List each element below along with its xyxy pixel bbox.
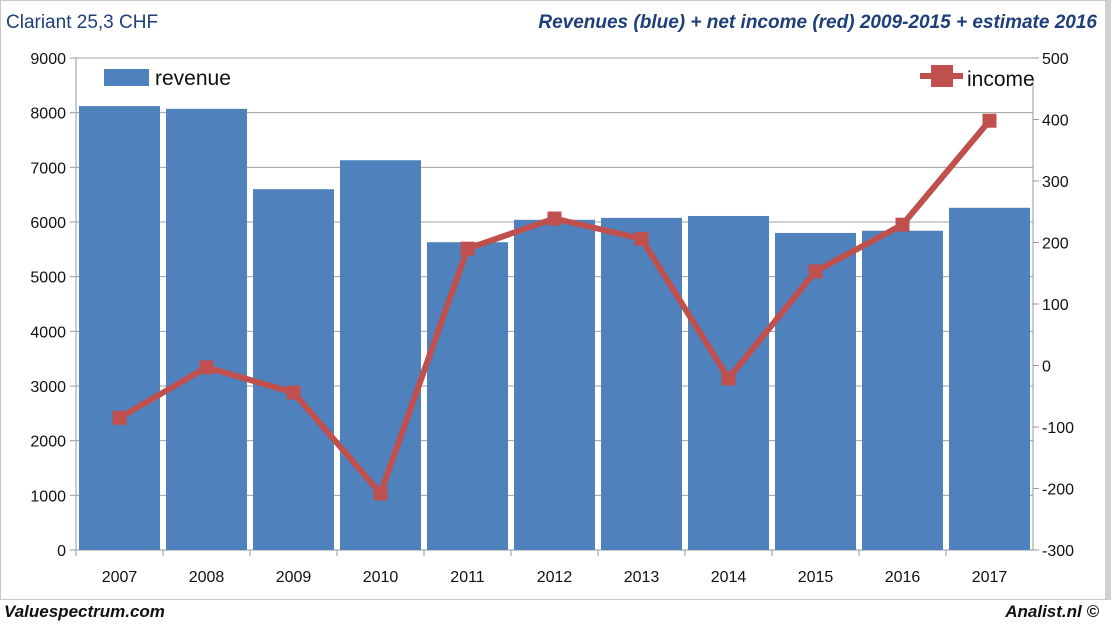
left-axis-tick-label: 2000: [30, 434, 66, 451]
chart-title-right: Revenues (blue) + net income (red) 2009-…: [538, 12, 1097, 33]
left-axis-tick-label: 4000: [30, 324, 66, 341]
revenue-bar-2013: [601, 217, 682, 550]
x-axis-tick-label: 2017: [972, 569, 1008, 586]
footer-source-right: Analist.nl ©: [1005, 602, 1099, 621]
legend-revenue-swatch: [104, 69, 149, 86]
legend-revenue-label: revenue: [155, 67, 231, 90]
revenue-bar-2012: [514, 219, 595, 550]
revenue-bar-2011: [427, 242, 508, 550]
chart-svg: 0100020003000400050006000700080009000-30…: [30, 51, 1074, 586]
revenue-bar-2016: [862, 230, 943, 550]
right-axis-tick-label: -200: [1042, 482, 1074, 499]
left-axis-tick-label: 5000: [30, 270, 66, 287]
left-axis-tick-label: 8000: [30, 106, 66, 123]
revenue-bar-2009: [253, 189, 334, 550]
revenue-bar-2017: [949, 207, 1030, 550]
income-marker-2011: [460, 241, 475, 256]
income-marker-2015: [808, 264, 823, 279]
income-marker-2009: [286, 385, 301, 400]
footer-source-left: Valuespectrum.com: [4, 602, 165, 621]
chart-title-left: Clariant 25,3 CHF: [6, 12, 159, 33]
legend-income-label: income: [967, 68, 1035, 91]
x-axis-tick-label: 2012: [537, 569, 573, 586]
x-axis-tick-label: 2007: [102, 569, 138, 586]
left-axis-tick-label: 9000: [30, 51, 66, 68]
income-marker-2007: [112, 410, 127, 425]
x-axis-tick-label: 2010: [363, 569, 399, 586]
chart-frame: [0, 0, 1111, 600]
left-axis-tick-label: 3000: [30, 379, 66, 396]
x-axis-tick-label: 2016: [885, 569, 921, 586]
income-marker-2010: [373, 486, 388, 501]
x-axis-tick-label: 2009: [276, 569, 312, 586]
income-marker-2016: [895, 217, 910, 232]
right-axis-tick-label: 500: [1042, 51, 1069, 68]
left-axis-tick-label: 1000: [30, 488, 66, 505]
right-axis-tick-label: 200: [1042, 236, 1069, 253]
income-marker-2013: [634, 231, 649, 246]
income-marker-2014: [721, 371, 736, 386]
revenue-bar-2007: [79, 106, 160, 551]
x-axis-tick-label: 2015: [798, 569, 834, 586]
legend-income-marker: [931, 65, 953, 87]
left-axis-tick-label: 0: [57, 543, 66, 560]
income-marker-2017: [982, 113, 997, 128]
income-marker-2008: [199, 360, 214, 375]
left-axis-tick-label: 6000: [30, 215, 66, 232]
right-axis-tick-label: 0: [1042, 359, 1051, 376]
income-marker-2012: [547, 211, 562, 226]
right-axis-tick-label: 400: [1042, 113, 1069, 130]
right-axis-tick-label: 300: [1042, 174, 1069, 191]
x-axis-tick-label: 2011: [450, 569, 485, 586]
x-axis-tick-label: 2013: [624, 569, 660, 586]
right-axis-tick-label: 100: [1042, 297, 1069, 314]
revenue-bar-2015: [775, 232, 856, 550]
x-axis-tick-label: 2008: [189, 569, 225, 586]
right-axis-tick-label: -100: [1042, 420, 1074, 437]
left-axis-tick-label: 7000: [30, 160, 66, 177]
x-axis-tick-label: 2014: [711, 569, 747, 586]
right-axis-tick-label: -300: [1042, 543, 1074, 560]
revenue-bar-2008: [166, 108, 247, 550]
